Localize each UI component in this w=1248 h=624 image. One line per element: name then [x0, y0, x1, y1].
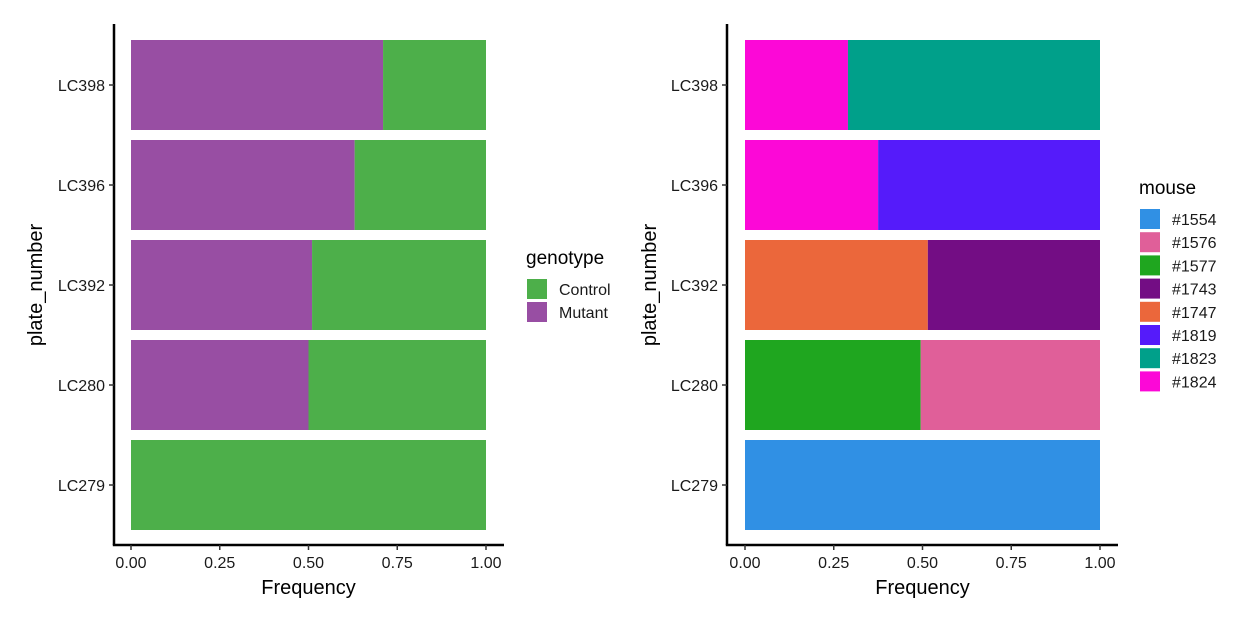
y-tick-label: LC398	[58, 78, 105, 95]
legend-label-1747: #1747	[1172, 305, 1217, 322]
bar-lc396-1819	[878, 140, 1100, 230]
x-tick-label: 0.25	[204, 555, 235, 572]
bar-lc396-mutant	[131, 140, 355, 230]
bar-lc280-mutant	[131, 340, 309, 430]
x-tick-label: 1.00	[470, 555, 501, 572]
mouse-chart-panel: LC279 LC280 LC392 LC396 LC398 0.00 0.25 0.50 0.7…	[639, 24, 1217, 599]
bar-lc392-control	[312, 240, 486, 330]
legend-label-1824: #1824	[1172, 374, 1217, 391]
genotype-bars	[131, 40, 486, 530]
x-tick-label: 0.25	[818, 555, 849, 572]
y-tick-label: LC398	[671, 78, 718, 95]
legend-key-mutant	[527, 302, 547, 322]
genotype-legend-title: genotype	[526, 248, 604, 269]
y-tick-label: LC392	[58, 278, 105, 295]
y-tick-label: LC280	[671, 378, 718, 395]
bar-lc280-control	[308, 340, 486, 430]
mouse-bars	[745, 40, 1100, 530]
y-tick-label: LC392	[671, 278, 718, 295]
genotype-legend: genotype Control Mutant	[526, 248, 611, 322]
legend-label-1577: #1577	[1172, 258, 1217, 275]
x-tick-label: 0.50	[907, 555, 938, 572]
legend-key-control	[527, 279, 547, 299]
bar-lc392-mutant	[131, 240, 313, 330]
mouse-legend-title: mouse	[1139, 178, 1196, 199]
bar-lc392-1747	[745, 240, 928, 330]
bar-lc280-1577	[745, 340, 921, 430]
mouse-ticks: LC279 LC280 LC392 LC396 LC398 0.00 0.25 0.50 0.7…	[671, 78, 1116, 572]
x-tick-label: 0.75	[996, 555, 1027, 572]
bar-lc398-control	[383, 40, 486, 130]
bar-lc279-1554	[745, 440, 1100, 530]
bar-lc396-control	[354, 140, 486, 230]
x-tick-label: 0.00	[115, 555, 146, 572]
genotype-chart-panel: LC279 LC280 LC392 LC396 LC398 0.00 0.25 0.50 0.7…	[25, 24, 611, 599]
genotype-x-axis-title: Frequency	[261, 577, 356, 599]
legend-label-1743: #1743	[1172, 282, 1217, 299]
bar-lc398-1823	[847, 40, 1100, 130]
genotype-y-axis-title: plate_number	[25, 224, 47, 347]
legend-label-1576: #1576	[1172, 235, 1217, 252]
legend-key-1577	[1140, 255, 1160, 276]
y-tick-label: LC280	[58, 378, 105, 395]
bar-lc396-1824	[745, 140, 879, 230]
legend-label-control: Control	[559, 282, 611, 299]
y-tick-label: LC279	[58, 478, 105, 495]
legend-label-1823: #1823	[1172, 351, 1217, 368]
bar-lc398-1824	[745, 40, 848, 130]
y-tick-label: LC396	[671, 178, 718, 195]
mouse-y-axis-title: plate_number	[639, 224, 661, 347]
legend-label-1819: #1819	[1172, 328, 1217, 345]
x-tick-label: 1.00	[1084, 555, 1115, 572]
bar-lc392-1743	[927, 240, 1100, 330]
mouse-x-axis-title: Frequency	[875, 577, 970, 599]
bar-lc398-mutant	[131, 40, 384, 130]
genotype-ticks: LC279 LC280 LC392 LC396 LC398 0.00 0.25 0.50 0.7…	[58, 78, 502, 572]
legend-key-1747	[1140, 301, 1160, 322]
legend-key-1824	[1140, 371, 1160, 392]
legend-key-1576	[1140, 232, 1160, 253]
bar-lc280-1576	[920, 340, 1100, 430]
bar-lc279-control	[131, 440, 486, 530]
legend-key-1819	[1140, 325, 1160, 345]
legend-label-1554: #1554	[1172, 212, 1217, 229]
legend-key-1823	[1140, 348, 1160, 369]
x-tick-label: 0.75	[382, 555, 413, 572]
y-tick-label: LC396	[58, 178, 105, 195]
legend-key-1554	[1140, 209, 1160, 229]
legend-label-mutant: Mutant	[559, 305, 608, 322]
legend-key-1743	[1140, 278, 1160, 299]
y-tick-label: LC279	[671, 478, 718, 495]
x-tick-label: 0.00	[729, 555, 760, 572]
mouse-legend: mouse #1554 #1576 #1577 #1743 #1747 #1819 #182…	[1139, 178, 1217, 392]
x-tick-label: 0.50	[293, 555, 324, 572]
